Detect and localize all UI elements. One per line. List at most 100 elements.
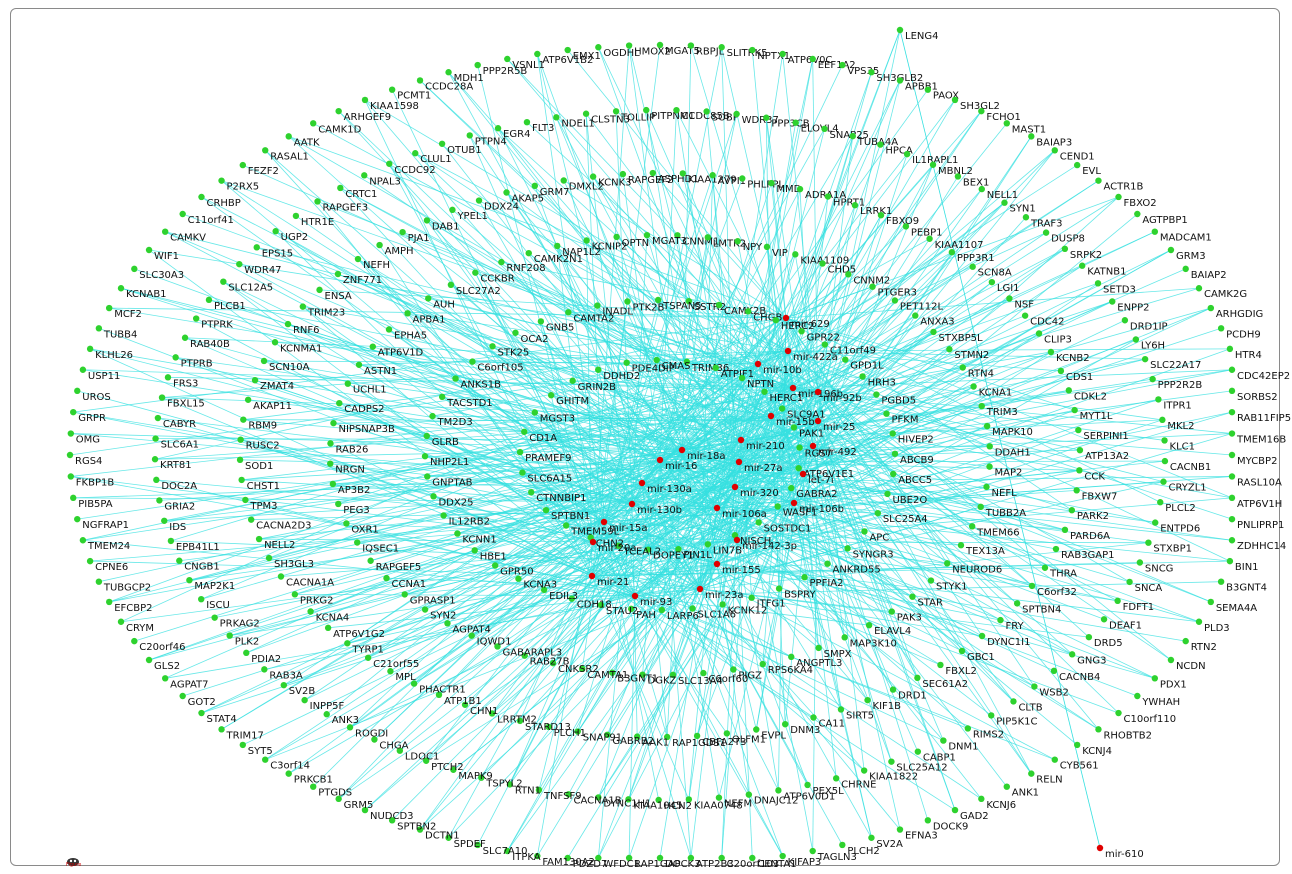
- gene-label: MCF2: [114, 309, 142, 320]
- gene-dot: [890, 470, 897, 478]
- gene-label: SNCA: [1135, 583, 1163, 594]
- gene-dot: [1010, 698, 1017, 705]
- gene-node: KIAA1107: [926, 235, 984, 251]
- gene-label: ATP6V1B2: [542, 55, 593, 66]
- gene-label: MPL: [395, 672, 416, 683]
- gene-node: PTGER3: [869, 283, 917, 299]
- gene-label: C11orf49: [830, 346, 876, 357]
- gene-label: PAH: [636, 610, 656, 621]
- gene-node: CENTA1: [749, 854, 797, 870]
- gene-dot: [874, 509, 882, 517]
- gene-node: TUBGCP2: [95, 578, 151, 594]
- edge: [346, 523, 738, 541]
- gene-label: KCNAB1: [126, 289, 167, 300]
- gene-dot: [343, 520, 350, 527]
- gene-dot: [1145, 539, 1152, 546]
- gene-node: ARHGEF9: [335, 107, 391, 123]
- gene-node: GRM3: [1167, 246, 1206, 262]
- gene-dot: [653, 356, 660, 364]
- gene-dot: [540, 586, 548, 594]
- gene-node: PTCH2: [422, 757, 464, 773]
- edge: [598, 369, 814, 447]
- gene-node: YWHAH: [1134, 692, 1180, 708]
- edge: [817, 358, 1146, 422]
- gene-node: ARHGDIG: [1207, 304, 1263, 320]
- gene-node: BAIAP2: [1182, 265, 1227, 281]
- gene-label: SLC6A15: [527, 474, 572, 485]
- gene-node: GOT2: [179, 692, 216, 708]
- gene-node: LIN7B: [704, 541, 742, 556]
- gene-node: C6orf105: [469, 358, 524, 374]
- gene-dot: [385, 326, 393, 333]
- gene-label: SCN8A: [978, 268, 1012, 279]
- edge: [256, 246, 742, 441]
- edge: [817, 231, 1155, 393]
- edge: [302, 306, 636, 597]
- gene-node: CAMK1D: [310, 120, 362, 135]
- gene-node: GLS2: [145, 656, 180, 672]
- gene-dot: [531, 182, 539, 190]
- gene-label: TYRP1: [351, 644, 384, 655]
- gene-dot: [444, 620, 451, 627]
- edge: [229, 563, 718, 636]
- gene-node: P2RX5: [218, 177, 259, 193]
- gene-dot: [277, 573, 285, 580]
- gene-dot: [528, 489, 535, 496]
- gene-dot: [220, 278, 227, 285]
- gene-node: KCNB2: [1047, 348, 1090, 364]
- gene-label: PPP3CB: [771, 119, 809, 130]
- gene-node: EPHA5: [385, 326, 427, 341]
- mirna-node: mir-196b: [789, 384, 843, 400]
- gene-node: NPAL3: [361, 172, 401, 187]
- gene-dot: [868, 834, 875, 841]
- gene-label: CACNA1A: [286, 578, 334, 589]
- edge: [223, 281, 636, 597]
- edge: [757, 363, 894, 690]
- edge: [522, 387, 794, 473]
- gene-dot: [247, 516, 255, 523]
- gene-node: PLCH2: [839, 841, 880, 857]
- gene-label: TUBB2A: [985, 508, 1027, 519]
- gene-dot: [877, 141, 884, 148]
- gene-dot: [568, 595, 576, 602]
- gene-label: KCNB2: [1056, 353, 1090, 364]
- gene-label: CADPS2: [344, 404, 384, 415]
- gene-node: ASTN1: [355, 361, 397, 377]
- gene-label: CTNNBIP1: [536, 493, 586, 504]
- gene-dot: [693, 732, 701, 740]
- edge: [716, 29, 901, 509]
- edge: [785, 317, 1073, 511]
- mirna-label: mir-629: [791, 319, 830, 330]
- gene-label: ANKS1B: [461, 380, 502, 391]
- edge: [591, 235, 678, 577]
- edge: [784, 445, 814, 725]
- gene-node: MAPK9: [450, 766, 493, 782]
- gene-label: GABRB2: [612, 736, 654, 747]
- edge: [718, 304, 819, 393]
- edge: [592, 487, 792, 543]
- gene-label: EFCBP2: [114, 603, 152, 614]
- edge: [515, 332, 740, 463]
- gene-label: RAB27B: [530, 657, 570, 668]
- edge: [522, 472, 605, 523]
- gene-node: LRRTM2: [488, 710, 537, 725]
- gene-dot: [1051, 147, 1058, 154]
- gene-dot: [387, 668, 394, 675]
- gene-node: SEMA4A: [1207, 598, 1257, 614]
- mirna-dot: [733, 536, 741, 544]
- gene-label: SOBP: [712, 112, 739, 123]
- gene-dot: [396, 747, 404, 754]
- gene-node: KCNJ4: [1073, 741, 1112, 757]
- edge: [734, 415, 772, 536]
- gene-dot: [623, 359, 630, 366]
- gene-dot: [888, 608, 895, 615]
- gene-dot: [639, 671, 646, 678]
- edge: [592, 541, 1186, 642]
- edge: [563, 180, 787, 319]
- gene-dot: [354, 539, 361, 546]
- gene-node: SNAP25: [821, 125, 869, 141]
- gene-label: HIVEP2: [898, 435, 934, 446]
- gene-dot: [236, 456, 244, 464]
- gene-node: SOBP: [703, 108, 739, 123]
- edge: [721, 439, 742, 859]
